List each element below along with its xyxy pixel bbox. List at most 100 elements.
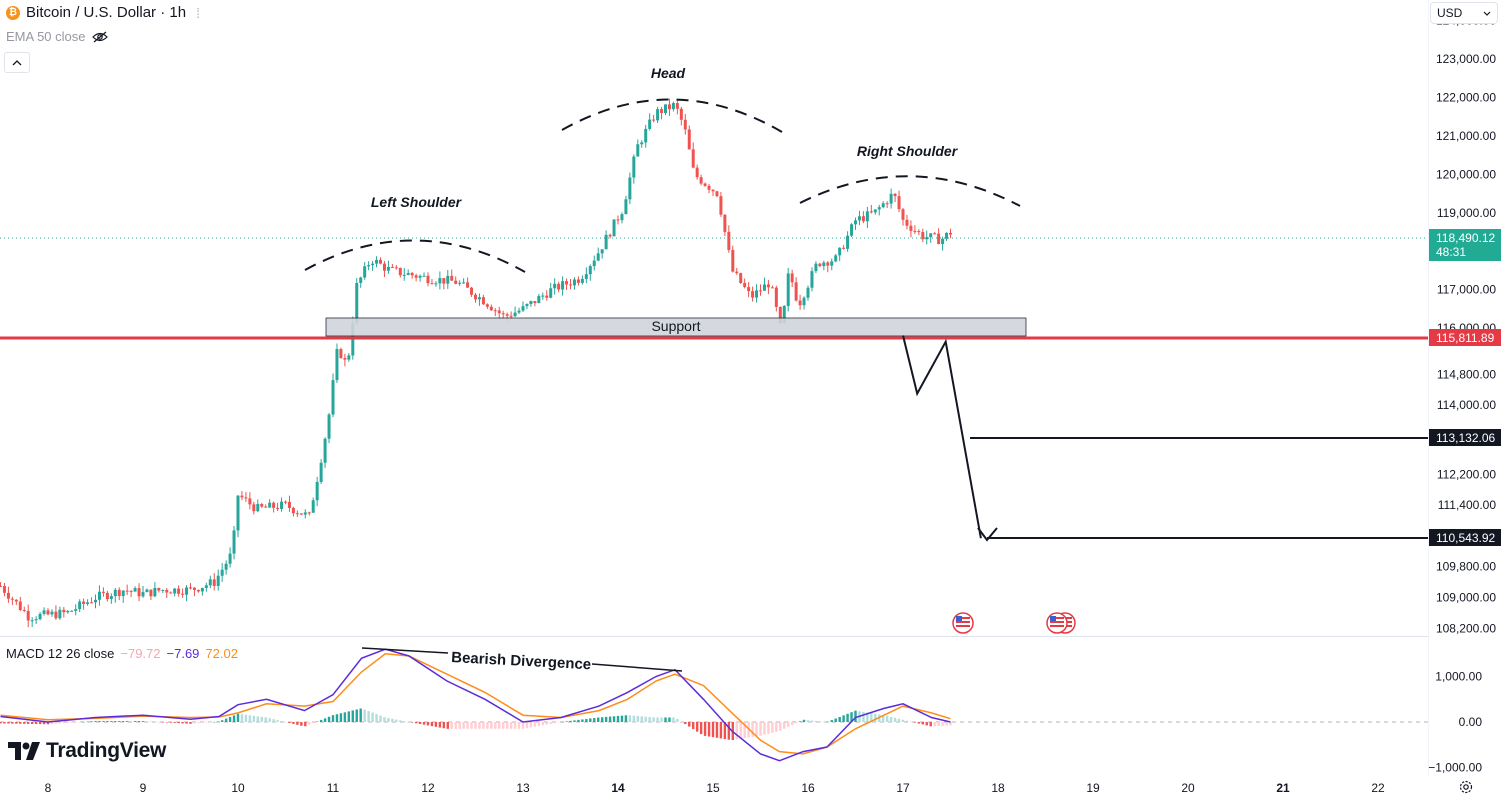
macd-histogram-bar xyxy=(78,722,81,723)
macd-histogram-bar xyxy=(925,722,928,726)
candle-body xyxy=(489,306,493,311)
macd-histogram-bar xyxy=(545,722,548,725)
macd-histogram-bar xyxy=(561,721,564,723)
macd-histogram-bar xyxy=(118,721,121,722)
candle-body xyxy=(877,207,881,210)
support-label: Support xyxy=(651,318,700,334)
macd-histogram-bar xyxy=(909,721,913,723)
time-axis[interactable]: 8 9 10 11 12 13 14 15 16 17 18 19 20 21 22 xyxy=(45,781,1385,795)
macd-histogram-bar xyxy=(779,722,782,731)
macd-histogram-bar xyxy=(430,722,434,727)
macd-histogram-bar xyxy=(656,717,659,722)
left-shoulder-label: Left Shoulder xyxy=(371,194,463,210)
collapse-legend-button[interactable] xyxy=(4,52,30,73)
candle-body xyxy=(861,216,865,222)
candle-body xyxy=(371,263,375,266)
candle-body xyxy=(814,263,818,272)
more-icon[interactable]: ⁞ xyxy=(196,4,200,21)
macd-histogram-bar xyxy=(347,711,351,722)
macd-histogram-bar xyxy=(27,722,30,724)
macd-histogram-bar xyxy=(335,714,339,722)
macd-histogram-bar xyxy=(288,722,291,723)
tradingview-wordmark: TradingView xyxy=(46,739,167,762)
macd-histogram-bar xyxy=(850,712,853,722)
candle-body xyxy=(596,253,600,261)
candle-body xyxy=(691,149,695,168)
candle-body xyxy=(715,191,719,197)
macd-histogram-bar xyxy=(787,722,790,727)
us-flag-icon[interactable] xyxy=(952,612,974,634)
macd-histogram-bar xyxy=(133,721,137,722)
candle-body xyxy=(834,255,838,262)
eye-off-icon[interactable] xyxy=(91,31,108,43)
macd-histogram-bar xyxy=(723,722,727,740)
macd-histogram-bar xyxy=(945,722,948,726)
macd-histogram-bar xyxy=(280,721,283,722)
candle-body xyxy=(97,591,101,600)
candle-body xyxy=(739,273,743,283)
candle-body xyxy=(280,501,284,509)
macd-histogram-bar xyxy=(783,722,786,729)
macd-histogram-bar xyxy=(478,722,481,729)
candle-body xyxy=(244,497,248,499)
macd-histogram-bar xyxy=(268,718,271,722)
candle-body xyxy=(790,273,794,283)
candle-body xyxy=(212,579,216,586)
candle-body xyxy=(774,287,778,307)
candle-body xyxy=(2,586,6,593)
candle-body xyxy=(339,349,343,358)
macd-axis[interactable]: 1,000.00 0.00 −1,000.00 xyxy=(1428,670,1482,775)
candle-body xyxy=(949,232,952,235)
candle-body xyxy=(881,203,885,208)
candle-body xyxy=(723,214,727,232)
macd-legend[interactable]: MACD 12 26 close −79.72 −7.69 72.02 xyxy=(6,646,238,661)
symbol-legend[interactable]: ₿ Bitcoin / U.S. Dollar · 1h ⁞ xyxy=(6,4,200,21)
us-flag-icon[interactable] xyxy=(1046,612,1068,634)
macd-hist-value: −79.72 xyxy=(120,646,161,661)
price-tick-label: 114,800.00 xyxy=(1437,367,1496,381)
tradingview-logo[interactable]: TradingView xyxy=(8,739,166,763)
candle-body xyxy=(208,579,212,586)
candle-body xyxy=(806,287,810,298)
last-price-badge xyxy=(1429,229,1501,261)
candle-body xyxy=(679,108,683,120)
macd-histogram-bar xyxy=(391,718,394,722)
candle-body xyxy=(42,610,46,614)
candle-body xyxy=(711,189,715,192)
candle-body xyxy=(624,199,628,215)
projection-path[interactable] xyxy=(902,335,982,539)
candle-body xyxy=(50,611,54,615)
macd-histogram-bar xyxy=(771,722,774,733)
candle-body xyxy=(762,284,766,291)
macd-histogram-bar xyxy=(177,722,180,724)
macd-histogram-bar xyxy=(422,722,426,725)
candle-body xyxy=(216,575,220,586)
candle-body xyxy=(850,224,854,236)
candle-body xyxy=(822,262,826,267)
candle-body xyxy=(766,284,770,288)
macd-histogram-bar xyxy=(379,715,382,722)
candle-body xyxy=(228,553,232,564)
macd-histogram-bar xyxy=(217,721,220,723)
chevron-up-icon xyxy=(12,59,22,65)
macd-histogram-bar xyxy=(921,722,924,725)
gear-icon[interactable] xyxy=(1458,779,1474,795)
macd-histogram-bar xyxy=(252,715,256,722)
candle-body xyxy=(248,498,252,505)
macd-histogram-bar xyxy=(197,722,200,724)
macd-histogram-bar xyxy=(161,722,164,723)
time-tick-label: 18 xyxy=(991,781,1005,795)
macd-histogram-bar xyxy=(905,720,909,722)
candle-body xyxy=(145,589,149,593)
candle-body xyxy=(398,267,402,276)
currency-select[interactable]: USD xyxy=(1430,2,1498,24)
candle-body xyxy=(169,592,173,594)
macd-histogram-bar xyxy=(189,722,192,724)
ema-legend[interactable]: EMA 50 close xyxy=(6,29,108,44)
time-tick-label: 22 xyxy=(1371,781,1385,795)
candle-body xyxy=(818,263,822,267)
candle-body xyxy=(925,237,929,240)
candle-body xyxy=(58,609,62,619)
candle-body xyxy=(667,104,671,110)
